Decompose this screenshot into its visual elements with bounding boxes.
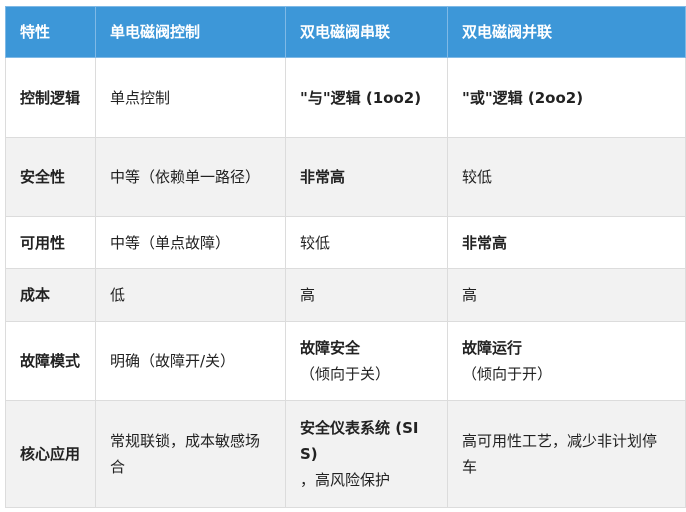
cell-text: 故障运行 <box>462 339 523 357</box>
table-cell: "与"逻辑 (1oo2) <box>285 57 448 138</box>
table-cell: 明确（故障开/关） <box>95 321 286 401</box>
cell-text: ，高风险保护 <box>300 471 391 489</box>
header-row: 特性 单电磁阀控制 双电磁阀串联 双电磁阀并联 <box>5 6 686 58</box>
cell-text: 单点控制 <box>110 88 171 107</box>
cell-text: 较低 <box>462 168 493 186</box>
header-cell: 单电磁阀控制 <box>95 6 286 58</box>
table-row: 控制逻辑 单点控制 "与"逻辑 (1oo2) "或"逻辑 (2oo2) <box>5 57 686 138</box>
cell-text: 较低 <box>300 233 331 252</box>
cell-text: 非常高 <box>462 233 508 252</box>
row-label: 故障模式 <box>5 321 96 401</box>
table-row: 可用性 中等（单点故障） 较低 非常高 <box>5 216 686 269</box>
table-cell: 中等（单点故障） <box>95 216 286 269</box>
cell-text: 中等（依赖单一路径） <box>110 168 261 186</box>
cell-text: 高可用性工艺，减少非计划停车 <box>462 432 658 476</box>
cell-text: 安全仪表系统 (SIS) <box>300 419 419 463</box>
table-row: 核心应用 常规联锁，成本敏感场合 安全仪表系统 (SIS) ，高风险保护 高可用性工艺，… <box>5 400 686 508</box>
cell-text: 常规联锁，成本敏感场合 <box>110 432 261 476</box>
table-cell: 高可用性工艺，减少非计划停车 <box>447 400 686 508</box>
cell-text: 故障安全 <box>300 339 361 357</box>
table-cell: 较低 <box>285 216 448 269</box>
cell-text: "与"逻辑 (1oo2) <box>300 88 422 107</box>
row-label: 安全性 <box>5 137 96 217</box>
row-label: 可用性 <box>5 216 96 269</box>
table-cell: 非常高 <box>447 216 686 269</box>
row-label: 核心应用 <box>5 400 96 508</box>
row-label: 控制逻辑 <box>5 57 96 138</box>
cell-text: 中等（单点故障） <box>110 233 231 252</box>
comparison-table: 特性 单电磁阀控制 双电磁阀串联 双电磁阀并联 控制逻辑 单点控制 "与"逻辑 (1… <box>5 6 686 508</box>
table-row: 成本低 高 高 <box>5 268 686 322</box>
table-cell: 较低 <box>447 137 686 217</box>
table-cell: 故障安全 （倾向于关） <box>285 321 448 401</box>
table-cell: 高 <box>447 268 686 322</box>
table-cell: 故障运行 （倾向于开） <box>447 321 686 401</box>
table-cell: 常规联锁，成本敏感场合 <box>95 400 286 508</box>
table-cell: 单点控制 <box>95 57 286 138</box>
table-cell: 低 <box>95 268 286 322</box>
table-cell: 高 <box>285 268 448 322</box>
cell-text: 高 <box>462 286 478 304</box>
header-cell: 双电磁阀串联 <box>285 6 448 58</box>
cell-text: "或"逻辑 (2oo2) <box>462 88 584 107</box>
cell-text: 明确（故障开/关） <box>110 352 236 370</box>
table-cell: "或"逻辑 (2oo2) <box>447 57 686 138</box>
cell-text: （倾向于关） <box>300 365 391 383</box>
header-cell: 特性 <box>5 6 96 58</box>
table-cell: 非常高 <box>285 137 448 217</box>
header-cell: 双电磁阀并联 <box>447 6 686 58</box>
row-label: 成本 <box>5 268 96 322</box>
table-row: 故障模式 明确（故障开/关） 故障安全 （倾向于关） 故障运行 （倾向于开） <box>5 321 686 401</box>
cell-text: 高 <box>300 286 316 304</box>
cell-text: 低 <box>110 286 126 304</box>
table-cell: 安全仪表系统 (SIS) ，高风险保护 <box>285 400 448 508</box>
table-cell: 中等（依赖单一路径） <box>95 137 286 217</box>
cell-text: 非常高 <box>300 168 346 186</box>
table-row: 安全性 中等（依赖单一路径） 非常高 较低 <box>5 137 686 217</box>
cell-text: （倾向于开） <box>462 365 553 383</box>
